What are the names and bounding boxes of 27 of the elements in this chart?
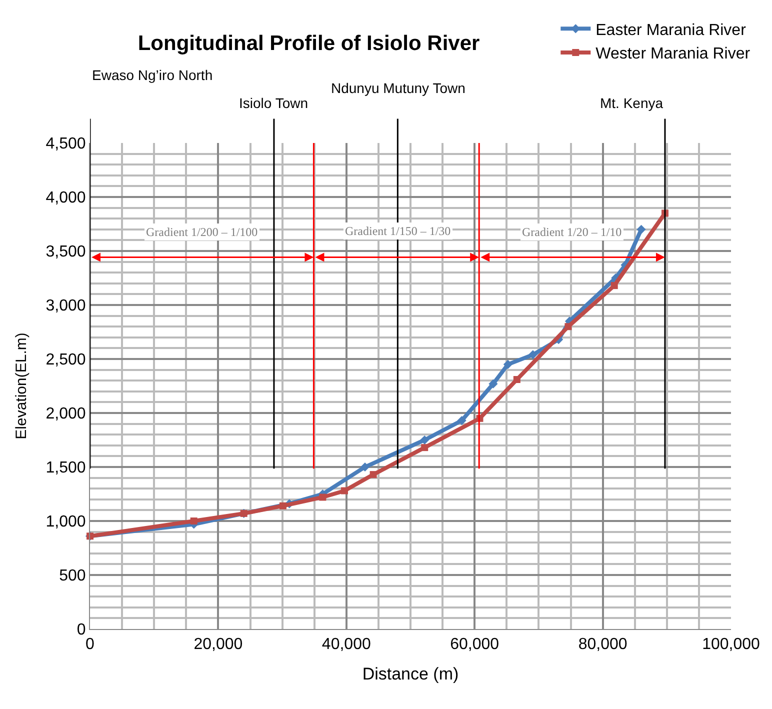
annotation: Gradient 1/150 – 1/30 (345, 224, 451, 238)
ref-line-label: Mt. Kenya (600, 95, 664, 111)
y-tick-label: 4,500 (46, 136, 86, 153)
annotation: Gradient 1/200 – 1/100 (146, 225, 258, 239)
y-tick-label: 4,000 (46, 190, 86, 207)
ref-line-label: Ndunyu Mutuny Town (331, 80, 466, 96)
legend-label: Easter Marania River (596, 22, 747, 39)
y-tick-label: 1,500 (46, 460, 86, 477)
y-tick-label: 1,000 (46, 514, 86, 531)
x-tick-label: 80,000 (578, 636, 628, 654)
ref-line-label: Ewaso Ng’iro North (92, 67, 213, 83)
x-axis-title: Distance (m) (362, 664, 459, 684)
y-tick-label: 3,500 (46, 244, 86, 261)
y-axis-title: Elevation(EL.m) (13, 332, 30, 440)
y-tick-label: 500 (59, 568, 86, 585)
ref-line-label: Isiolo Town (239, 95, 308, 111)
y-tick-label: 3,000 (46, 298, 86, 315)
y-tick-label: 2,500 (46, 352, 86, 369)
y-tick-label: 2,000 (46, 406, 86, 423)
legend-label: Wester Marania River (596, 46, 751, 63)
x-tick-label: 60,000 (450, 636, 500, 654)
x-tick-label: 20,000 (194, 636, 243, 654)
x-tick-label: 40,000 (322, 636, 371, 654)
x-tick-label: 100,000 (702, 636, 760, 654)
annotation: Gradient 1/20 – 1/10 (522, 225, 622, 239)
y-tick-label: 0 (76, 622, 86, 639)
chart-title: Longitudinal Profile of Isiolo River (138, 32, 480, 56)
